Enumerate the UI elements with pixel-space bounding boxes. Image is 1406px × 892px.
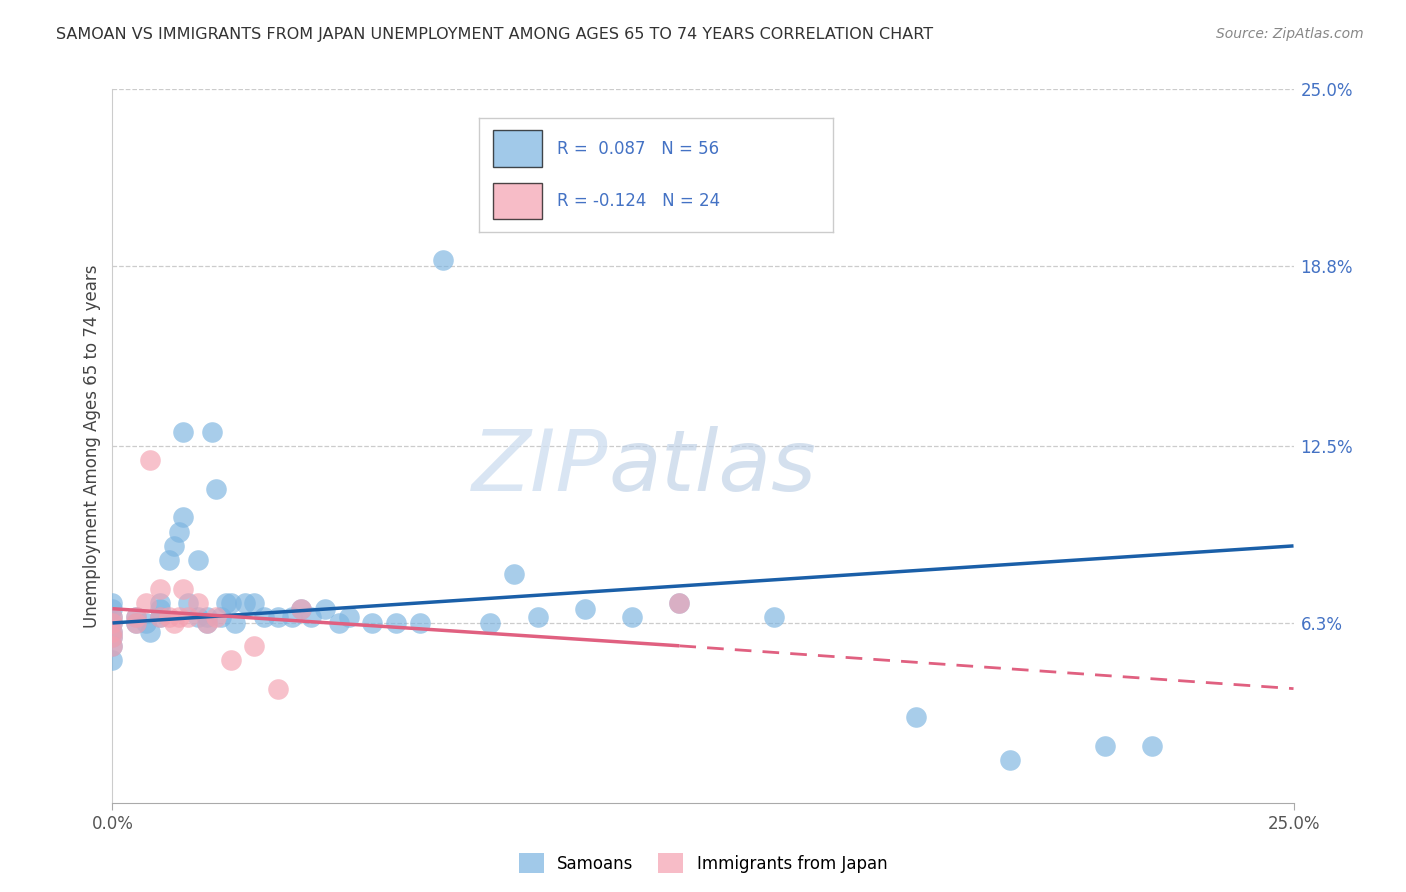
Point [163, 539, 186, 553]
Point [149, 596, 172, 610]
Point [101, 639, 124, 653]
Text: R =  0.087   N = 56: R = 0.087 N = 56 [557, 139, 718, 158]
Point [267, 681, 290, 696]
Point [1140, 739, 1163, 753]
Point [621, 610, 644, 624]
Point [157, 610, 180, 624]
Point [233, 596, 256, 610]
Point [101, 624, 124, 639]
Y-axis label: Unemployment Among Ages 65 to 74 years: Unemployment Among Ages 65 to 74 years [83, 264, 101, 628]
Point [125, 615, 148, 630]
Point [243, 596, 266, 610]
Point [243, 639, 266, 653]
Point [177, 610, 200, 624]
Point [101, 615, 124, 630]
Point [135, 596, 157, 610]
Point [101, 615, 124, 630]
Point [149, 610, 172, 624]
Point [101, 630, 124, 644]
Point [205, 482, 228, 496]
Point [432, 253, 454, 268]
Point [361, 615, 384, 630]
Point [149, 582, 172, 596]
Point [281, 610, 304, 624]
Point [253, 610, 276, 624]
Point [101, 630, 124, 644]
Point [101, 653, 124, 667]
Point [125, 615, 148, 630]
Text: SAMOAN VS IMMIGRANTS FROM JAPAN UNEMPLOYMENT AMONG AGES 65 TO 74 YEARS CORRELATI: SAMOAN VS IMMIGRANTS FROM JAPAN UNEMPLOY… [56, 27, 934, 42]
Point [503, 567, 526, 582]
Point [337, 610, 360, 624]
Point [167, 524, 190, 539]
Point [205, 610, 228, 624]
Point [101, 624, 124, 639]
Point [101, 610, 124, 624]
Point [177, 596, 200, 610]
Text: Source: ZipAtlas.com: Source: ZipAtlas.com [1216, 27, 1364, 41]
Point [328, 615, 350, 630]
Text: R = -0.124   N = 24: R = -0.124 N = 24 [557, 192, 720, 211]
Point [219, 596, 242, 610]
Point [526, 610, 548, 624]
Point [157, 553, 180, 567]
Point [215, 596, 238, 610]
Point [149, 610, 172, 624]
Point [219, 653, 242, 667]
Point [1094, 739, 1116, 753]
FancyBboxPatch shape [492, 183, 543, 219]
Point [290, 601, 312, 615]
Point [290, 601, 312, 615]
Point [139, 624, 162, 639]
Point [267, 610, 290, 624]
Point [668, 596, 690, 610]
Point [479, 615, 502, 630]
Point [299, 610, 322, 624]
Point [172, 582, 194, 596]
Point [209, 610, 232, 624]
Point [149, 601, 172, 615]
Point [314, 601, 336, 615]
Point [125, 610, 148, 624]
Point [195, 615, 218, 630]
Point [186, 610, 208, 624]
Legend: Samoans, Immigrants from Japan: Samoans, Immigrants from Japan [512, 847, 894, 880]
FancyBboxPatch shape [492, 130, 543, 167]
Point [186, 596, 208, 610]
Point [101, 601, 124, 615]
Point [201, 425, 224, 439]
Text: ZIP: ZIP [472, 425, 609, 509]
Point [195, 615, 218, 630]
Point [904, 710, 927, 724]
Point [998, 753, 1021, 767]
Point [224, 615, 246, 630]
Point [172, 510, 194, 524]
Point [408, 615, 430, 630]
Text: atlas: atlas [609, 425, 817, 509]
Point [668, 596, 690, 610]
Point [762, 610, 785, 624]
Point [385, 615, 408, 630]
Point [135, 615, 157, 630]
Point [101, 610, 124, 624]
Point [139, 453, 162, 467]
Point [186, 553, 208, 567]
Point [574, 601, 596, 615]
Point [101, 596, 124, 610]
Point [125, 610, 148, 624]
Point [195, 610, 218, 624]
Point [167, 610, 190, 624]
Point [101, 639, 124, 653]
Point [163, 615, 186, 630]
Point [172, 425, 194, 439]
